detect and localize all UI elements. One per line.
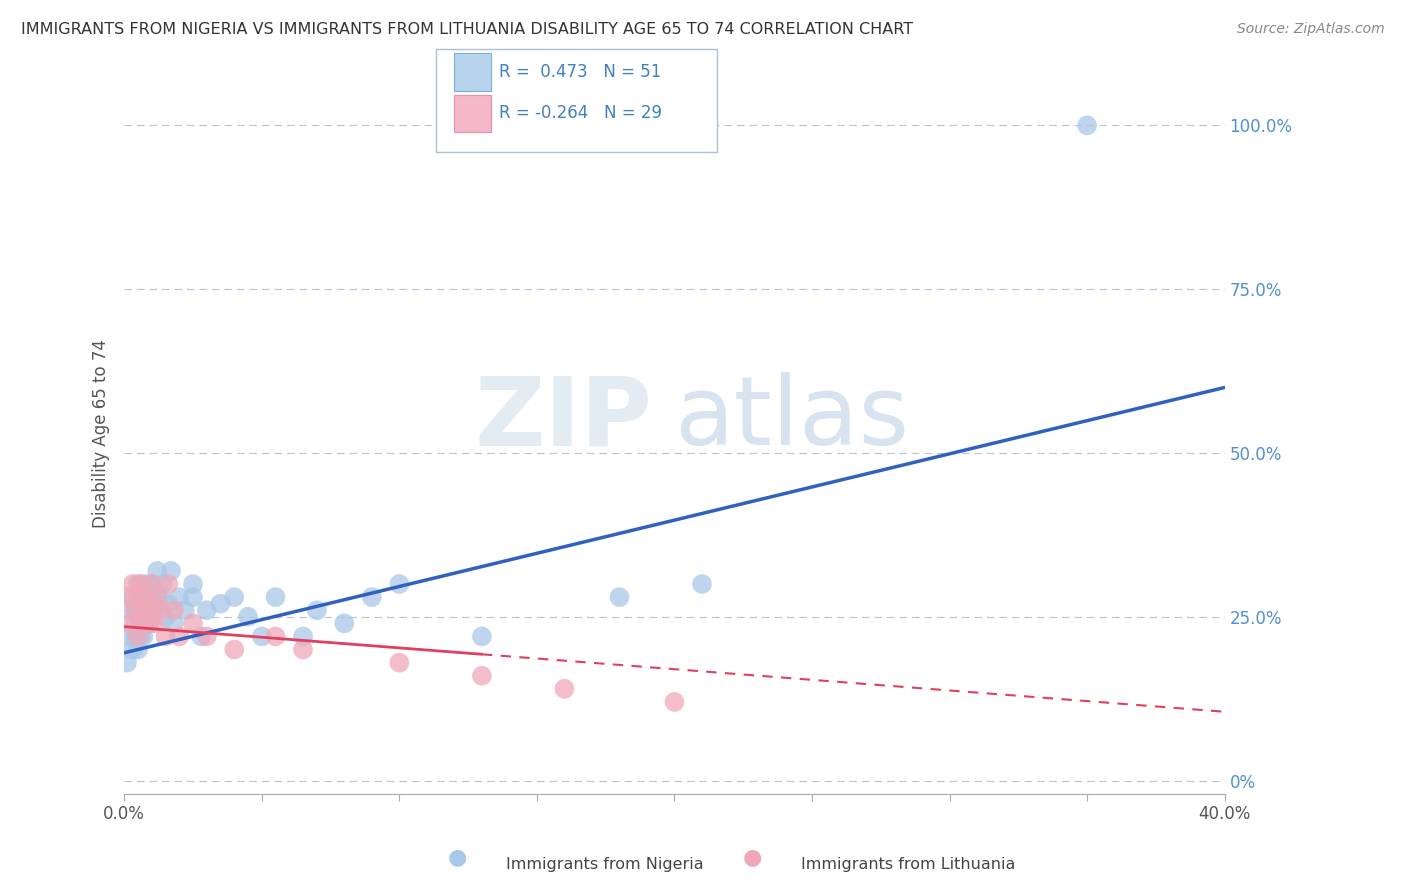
- Point: [149, 590, 172, 604]
- Point: [141, 603, 163, 617]
- Point: [155, 629, 177, 643]
- Point: [124, 629, 146, 643]
- Point: [115, 590, 138, 604]
- Point: [471, 629, 494, 643]
- Point: [264, 590, 287, 604]
- Y-axis label: Disability Age 65 to 74: Disability Age 65 to 74: [93, 339, 110, 528]
- Point: [141, 577, 163, 591]
- Point: [127, 590, 149, 604]
- Point: [195, 629, 218, 643]
- Point: [118, 616, 141, 631]
- Point: [160, 564, 183, 578]
- Point: [167, 629, 190, 643]
- Point: [209, 597, 232, 611]
- Point: [163, 616, 186, 631]
- Text: R =  0.473   N = 51: R = 0.473 N = 51: [499, 63, 661, 81]
- Point: [127, 629, 149, 643]
- Point: [224, 590, 246, 604]
- Text: R = -0.264   N = 29: R = -0.264 N = 29: [499, 104, 662, 122]
- Point: [146, 564, 169, 578]
- Point: [1076, 119, 1098, 133]
- Point: [471, 669, 494, 683]
- Point: [129, 616, 152, 631]
- Point: [127, 609, 149, 624]
- Point: [181, 577, 204, 591]
- Point: [388, 656, 411, 670]
- Point: [157, 577, 180, 591]
- Point: [163, 603, 186, 617]
- Point: [132, 590, 155, 604]
- Text: Immigrants from Nigeria: Immigrants from Nigeria: [506, 857, 704, 872]
- Point: [224, 642, 246, 657]
- Point: [149, 603, 172, 617]
- Point: [129, 629, 152, 643]
- Point: [152, 577, 174, 591]
- Point: [115, 656, 138, 670]
- Point: [609, 590, 631, 604]
- Point: [690, 577, 713, 591]
- Point: [305, 603, 328, 617]
- Point: [664, 695, 686, 709]
- Point: [157, 597, 180, 611]
- Point: [181, 590, 204, 604]
- Point: [132, 603, 155, 617]
- Point: [292, 642, 315, 657]
- Text: Immigrants from Lithuania: Immigrants from Lithuania: [801, 857, 1015, 872]
- Point: [360, 590, 382, 604]
- Point: [236, 609, 259, 624]
- Point: [146, 590, 169, 604]
- Point: [132, 609, 155, 624]
- Point: [173, 603, 195, 617]
- Point: [292, 629, 315, 643]
- Point: [138, 616, 160, 631]
- Point: [129, 577, 152, 591]
- Point: [121, 642, 143, 657]
- Point: [388, 577, 411, 591]
- Point: [143, 616, 166, 631]
- Point: [141, 577, 163, 591]
- Point: [124, 603, 146, 617]
- Point: [135, 590, 157, 604]
- Point: [138, 616, 160, 631]
- Point: [167, 590, 190, 604]
- Point: [143, 603, 166, 617]
- Point: [127, 577, 149, 591]
- Point: [124, 616, 146, 631]
- Point: [121, 577, 143, 591]
- Text: IMMIGRANTS FROM NIGERIA VS IMMIGRANTS FROM LITHUANIA DISABILITY AGE 65 TO 74 COR: IMMIGRANTS FROM NIGERIA VS IMMIGRANTS FR…: [21, 22, 914, 37]
- Point: [190, 629, 212, 643]
- Text: Source: ZipAtlas.com: Source: ZipAtlas.com: [1237, 22, 1385, 37]
- Point: [118, 603, 141, 617]
- Text: ●: ●: [742, 847, 762, 867]
- Point: [250, 629, 273, 643]
- Point: [129, 616, 152, 631]
- Point: [195, 603, 218, 617]
- Text: ZIP: ZIP: [475, 373, 652, 466]
- Text: ●: ●: [447, 847, 467, 867]
- Point: [138, 597, 160, 611]
- Point: [553, 681, 575, 696]
- Point: [121, 590, 143, 604]
- Point: [141, 590, 163, 604]
- Text: atlas: atlas: [675, 373, 910, 466]
- Point: [135, 577, 157, 591]
- Point: [127, 642, 149, 657]
- Point: [181, 616, 204, 631]
- Point: [135, 603, 157, 617]
- Point: [124, 603, 146, 617]
- Point: [118, 629, 141, 643]
- Point: [129, 603, 152, 617]
- Point: [333, 616, 356, 631]
- Point: [155, 609, 177, 624]
- Point: [132, 629, 155, 643]
- Point: [264, 629, 287, 643]
